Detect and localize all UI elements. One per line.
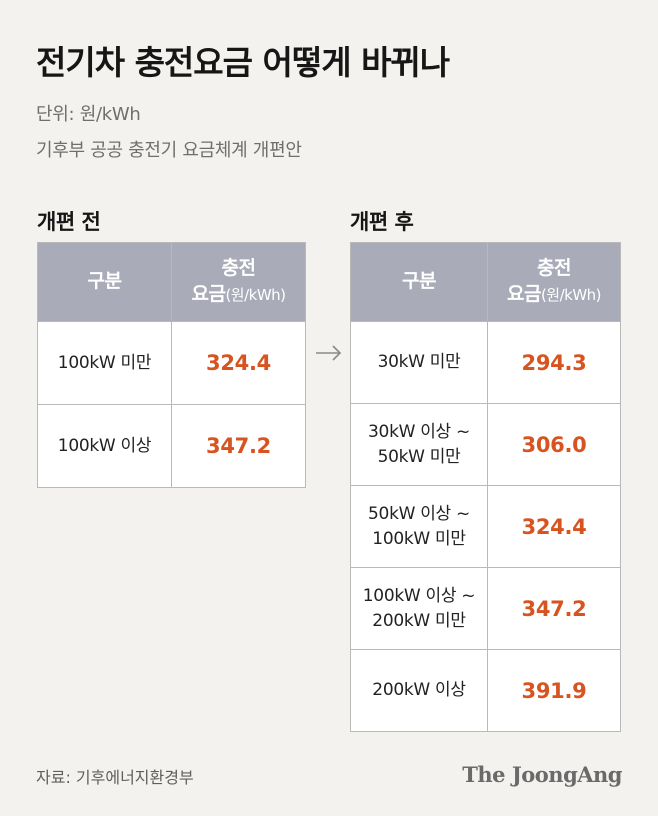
after-label: 개편 후 xyxy=(350,210,414,234)
row-price: 324.4 xyxy=(487,485,621,568)
table-row: 100kW 이상 347.2 xyxy=(37,404,306,488)
row-category: 30kW 미만 xyxy=(350,321,488,404)
table-row: 200kW 이상 391.9 xyxy=(350,649,621,732)
table-row: 100kW 이상 ~ 200kW 미만 347.2 xyxy=(350,567,621,650)
row-category-line1: 30kW 미만 xyxy=(377,352,461,373)
header-price-unit: (원/kWh) xyxy=(225,286,286,304)
before-table: 구분 충전 요금(원/kWh) 100kW 미만 324.4 100kW 이상 … xyxy=(37,242,306,488)
header-price-line2: 요금 xyxy=(191,283,226,305)
source-note: 자료: 기후에너지환경부 xyxy=(36,768,194,787)
row-category: 30kW 이상 ~ 50kW 미만 xyxy=(350,403,488,486)
row-category-line1: 200kW 이상 xyxy=(372,680,466,701)
table-row: 30kW 이상 ~ 50kW 미만 306.0 xyxy=(350,403,621,486)
header-price: 충전 요금(원/kWh) xyxy=(171,242,306,322)
header-price-line1: 충전 xyxy=(221,257,256,280)
row-category-line1: 30kW 이상 ~ xyxy=(368,421,470,442)
publisher-logo: The JoongAng xyxy=(462,762,622,787)
before-label: 개편 전 xyxy=(37,210,101,234)
row-category: 100kW 이상 ~ 200kW 미만 xyxy=(350,567,488,650)
header-category: 구분 xyxy=(350,242,488,322)
description: 기후부 공공 충전기 요금체계 개편안 xyxy=(36,140,302,161)
row-price: 306.0 xyxy=(487,403,621,486)
after-table: 구분 충전 요금(원/kWh) 30kW 미만 294.3 30kW 이상 ~ … xyxy=(350,242,621,732)
page-title: 전기차 충전요금 어떻게 바뀌나 xyxy=(36,43,450,82)
header-price: 충전 요금(원/kWh) xyxy=(487,242,621,322)
row-category: 50kW 이상 ~ 100kW 미만 xyxy=(350,485,488,568)
row-price: 294.3 xyxy=(487,321,621,404)
row-category: 200kW 이상 xyxy=(350,649,488,732)
table-row: 100kW 미만 324.4 xyxy=(37,321,306,405)
unit-note: 단위: 원/kWh xyxy=(36,104,141,125)
row-category: 100kW 미만 xyxy=(37,321,172,405)
header-category: 구분 xyxy=(37,242,172,322)
arrow-right-icon xyxy=(316,345,342,361)
row-price: 347.2 xyxy=(487,567,621,650)
row-category-line2: 100kW 미만 xyxy=(372,528,466,549)
row-price: 324.4 xyxy=(171,321,306,405)
row-category-line1: 50kW 이상 ~ xyxy=(368,503,470,524)
table-row: 30kW 미만 294.3 xyxy=(350,321,621,404)
table-header-row: 구분 충전 요금(원/kWh) xyxy=(37,242,306,322)
header-price-unit: (원/kWh) xyxy=(540,286,602,304)
header-price-line1: 충전 xyxy=(537,257,571,280)
header-price-line2: 요금 xyxy=(506,283,541,305)
row-category-line2: 200kW 미만 xyxy=(372,610,466,631)
row-category-line1: 100kW 이상 ~ xyxy=(362,585,476,606)
table-row: 50kW 이상 ~ 100kW 미만 324.4 xyxy=(350,485,621,568)
row-category: 100kW 이상 xyxy=(37,404,172,488)
row-category-line2: 50kW 미만 xyxy=(377,446,461,467)
row-price: 391.9 xyxy=(487,649,621,732)
row-price: 347.2 xyxy=(171,404,306,488)
table-header-row: 구분 충전 요금(원/kWh) xyxy=(350,242,621,322)
